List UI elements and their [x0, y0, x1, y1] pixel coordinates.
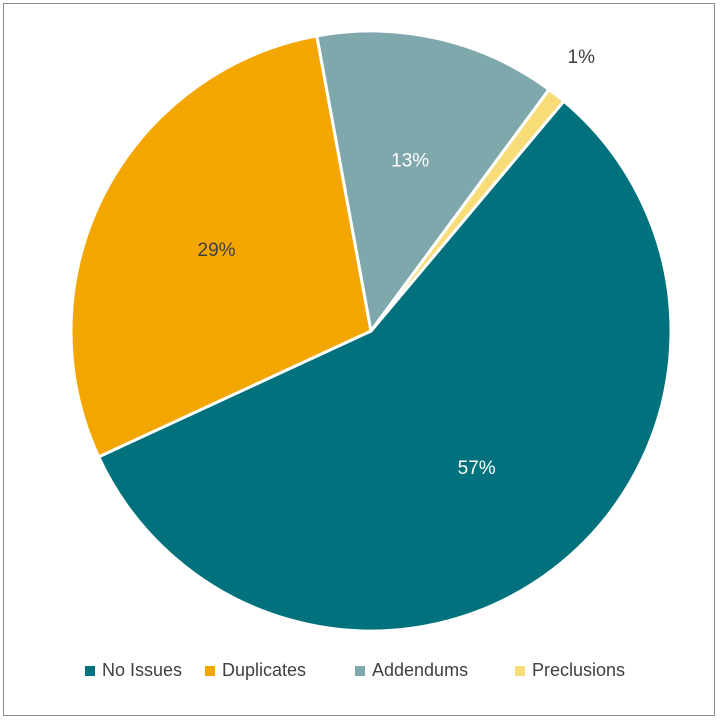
legend-label: Preclusions	[532, 660, 625, 680]
pie-slice-preclusions	[369, 88, 566, 333]
slice-labels: 57% 29% 13% 1%	[198, 47, 596, 479]
pie-slices	[69, 29, 673, 633]
legend-item-no-issues: No Issues	[85, 660, 182, 680]
legend-label: Duplicates	[222, 660, 306, 680]
legend-label: No Issues	[102, 660, 182, 680]
legend-swatch	[355, 666, 365, 676]
pie-slice-addendums	[315, 29, 551, 333]
data-label-no-issues: 57%	[458, 458, 496, 479]
data-label-preclusions: 1%	[568, 47, 596, 68]
pie-slice-no-issues	[97, 99, 673, 633]
legend-swatch	[205, 666, 215, 676]
legend: No Issues Duplicates Addendums Preclusions	[85, 660, 625, 680]
pie-slice-duplicates	[69, 34, 373, 459]
legend-item-addendums: Addendums	[355, 660, 468, 680]
legend-swatch	[515, 666, 525, 676]
legend-swatch	[85, 666, 95, 676]
legend-label: Addendums	[372, 660, 468, 680]
data-label-duplicates: 29%	[198, 240, 236, 261]
legend-item-duplicates: Duplicates	[205, 660, 306, 680]
legend-item-preclusions: Preclusions	[515, 660, 625, 680]
data-label-addendums: 13%	[391, 150, 429, 171]
